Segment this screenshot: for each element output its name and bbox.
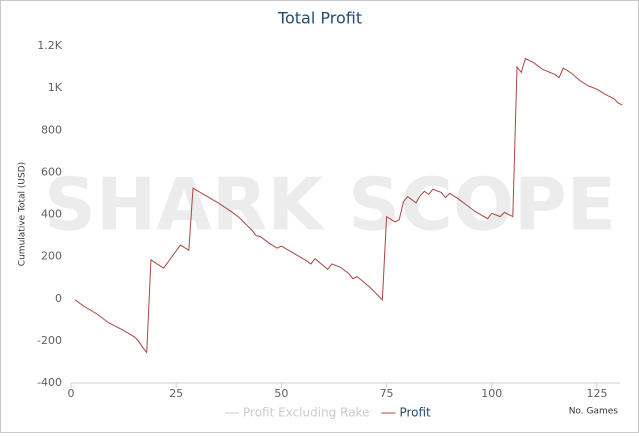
watermark: SHARK SCOPE [44,163,616,247]
y-tick-label: 200 [41,250,62,263]
x-tick-label: 75 [380,387,394,400]
y-tick-label: -200 [37,334,62,347]
y-tick-label: 600 [41,165,62,178]
y-tick-label: 400 [41,208,62,221]
x-axis-label: No. Games [569,407,619,417]
y-tick-label: 0 [55,292,62,305]
line-series [74,57,623,354]
legend-label: Profit Excluding Rake [243,406,369,420]
chart-title: Total Profit [277,9,362,28]
x-tick-label: 50 [274,387,288,400]
x-tick-label: 125 [586,387,607,400]
x-tick-label: 100 [481,387,502,400]
legend-label: Profit [399,406,431,420]
y-tick-label: 800 [41,123,62,136]
y-tick-label: -400 [37,376,62,389]
y-axis-label: Cumulative Total (USD) [18,162,28,266]
x-tick-label: 0 [68,387,75,400]
x-tick-label: 25 [169,387,183,400]
y-tick-label: 1K [48,81,63,94]
y-tick-label: 1.2K [37,39,62,52]
